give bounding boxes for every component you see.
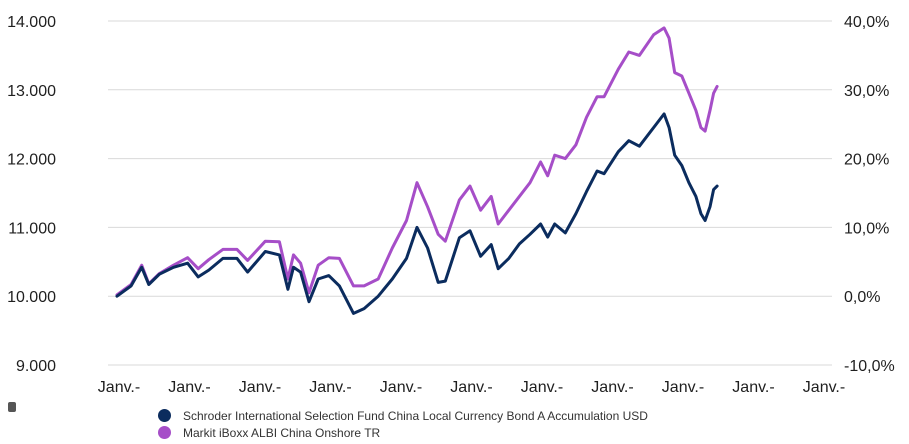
legend: Schroder International Selection Fund Ch… bbox=[158, 407, 648, 441]
legend-item-schroder: Schroder International Selection Fund Ch… bbox=[158, 407, 648, 424]
legend-label-schroder: Schroder International Selection Fund Ch… bbox=[183, 408, 648, 423]
corner-marker bbox=[8, 402, 16, 412]
legend-dot-markit bbox=[158, 426, 171, 439]
x-tick-label: Janv.- bbox=[521, 379, 563, 396]
y-right-tick-label: 30,0% bbox=[844, 83, 889, 100]
x-tick-label: Janv.- bbox=[309, 379, 351, 396]
legend-dot-schroder bbox=[158, 409, 171, 422]
series-line-markit bbox=[115, 26, 719, 297]
x-tick-label: Janv.- bbox=[662, 379, 704, 396]
right-axis-ticks: 40,0% 30,0% 20,0% 10,0% 0,0% -10,0% bbox=[844, 14, 895, 375]
left-axis-ticks: 14.000 13.000 12.000 11.000 10.000 9.000 bbox=[7, 14, 56, 375]
series-line-schroder bbox=[115, 112, 719, 315]
x-tick-label: Janv.- bbox=[591, 379, 633, 396]
grid-lines bbox=[108, 20, 832, 366]
x-tick-label: Janv.- bbox=[732, 379, 774, 396]
y-left-tick-label: 10.000 bbox=[7, 289, 56, 306]
y-right-tick-label: 40,0% bbox=[844, 14, 889, 31]
y-left-tick-label: 12.000 bbox=[7, 152, 56, 169]
y-right-tick-label: 20,0% bbox=[844, 152, 889, 169]
x-tick-label: Janv.- bbox=[98, 379, 140, 396]
x-axis-ticks: Janv.- Janv.- Janv.- Janv.- Janv.- Janv.- Janv… bbox=[98, 379, 845, 396]
x-tick-label: Janv.- bbox=[239, 379, 281, 396]
y-left-tick-label: 11.000 bbox=[8, 220, 56, 237]
x-tick-label: Janv.- bbox=[380, 379, 422, 396]
y-right-tick-label: 10,0% bbox=[844, 220, 889, 237]
y-right-tick-label: -10,0% bbox=[844, 358, 895, 375]
series-lines bbox=[115, 26, 719, 315]
legend-label-markit: Markit iBoxx ALBI China Onshore TR bbox=[183, 425, 381, 440]
x-tick-label: Janv.- bbox=[168, 379, 210, 396]
y-right-tick-label: 0,0% bbox=[844, 289, 880, 306]
x-tick-label: Janv.- bbox=[803, 379, 845, 396]
x-tick-label: Janv.- bbox=[450, 379, 492, 396]
y-left-tick-label: 13.000 bbox=[7, 83, 56, 100]
y-left-tick-label: 14.000 bbox=[7, 14, 56, 31]
y-left-tick-label: 9.000 bbox=[16, 358, 56, 375]
legend-item-markit: Markit iBoxx ALBI China Onshore TR bbox=[158, 424, 648, 441]
